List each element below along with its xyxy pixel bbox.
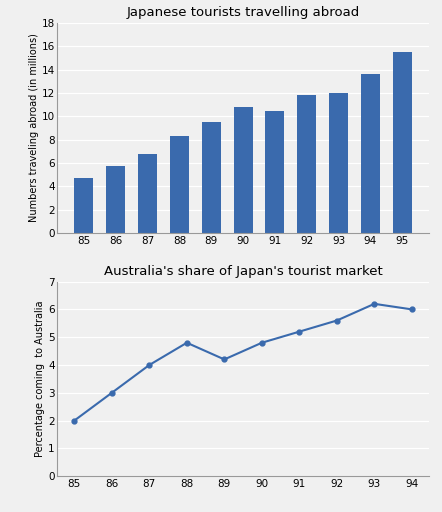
Bar [329,93,348,233]
Bar [106,166,125,233]
Bar [265,111,285,233]
Bar [393,52,412,233]
Bar [361,74,380,233]
Y-axis label: Numbers traveling abroad (in millions): Numbers traveling abroad (in millions) [29,34,38,222]
Bar [138,154,157,233]
Bar [74,178,93,233]
Title: Japanese tourists travelling abroad: Japanese tourists travelling abroad [126,6,360,19]
Bar [233,107,253,233]
Bar [297,95,316,233]
Bar [170,136,189,233]
Bar [202,122,221,233]
Title: Australia's share of Japan's tourist market: Australia's share of Japan's tourist mar… [104,265,382,278]
Y-axis label: Percentage coming  to Australia: Percentage coming to Australia [35,301,45,457]
